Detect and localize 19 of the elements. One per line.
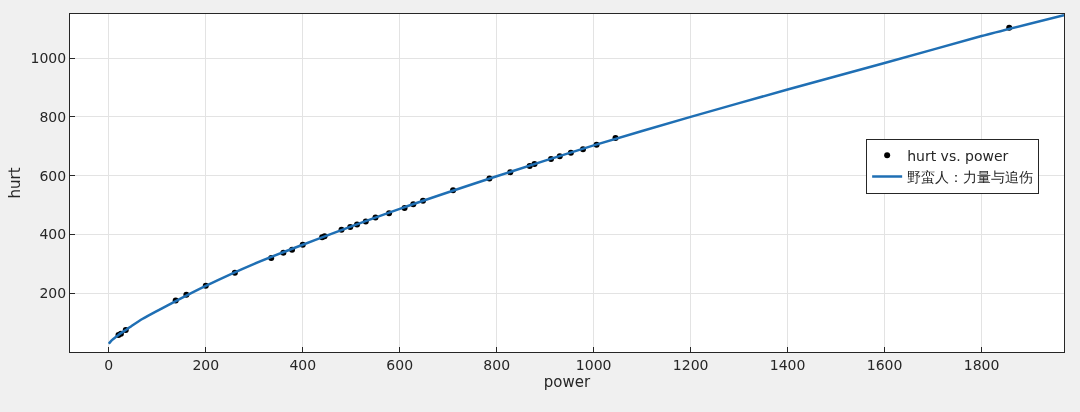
x-tick-label: 1400 [769,356,806,373]
x-tick-label: 1200 [672,356,709,373]
y-tick-label: 600 [39,167,67,184]
x-tick-label: 1600 [866,356,903,373]
x-axis-title: power [543,372,592,391]
x-tick-label: 200 [192,356,220,373]
y-tick-label: 800 [39,108,67,125]
x-tick-label: 0 [104,356,114,373]
legend-label: hurt vs. power [907,147,1009,164]
x-tick-label: 1800 [963,356,1000,373]
x-tick-label: 400 [289,356,317,373]
y-tick-label: 200 [39,285,67,302]
y-axis-title: hurt [5,167,24,199]
legend-label: 野蛮人：力量与追伤 [907,168,1034,185]
y-tick-label: 400 [39,226,67,243]
x-tick-label: 1000 [575,356,612,373]
y-tick-label: 1000 [30,49,67,66]
x-tick-label: 600 [386,356,414,373]
x-tick-label: 800 [483,356,511,373]
